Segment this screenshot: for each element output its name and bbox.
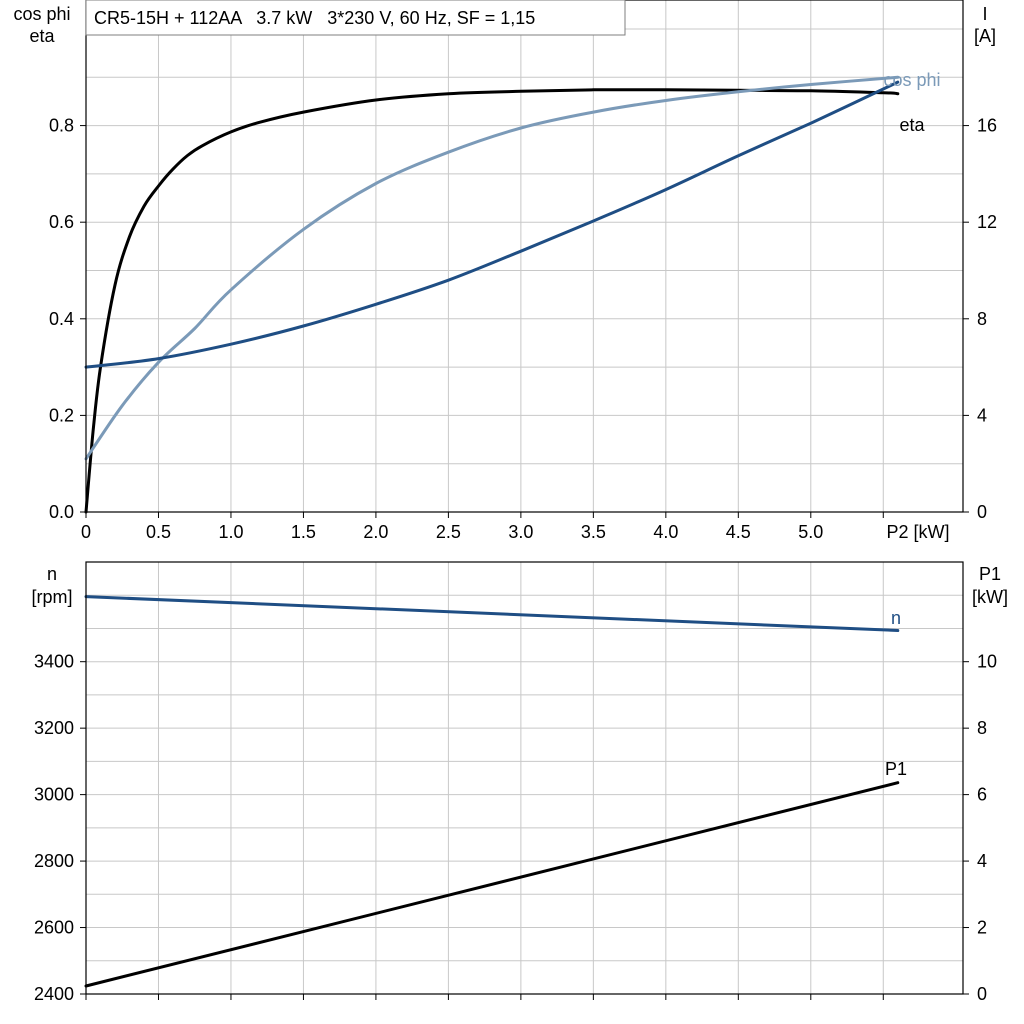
y-left-tick-label: 0.8 (49, 116, 74, 136)
bottom-right-axis-label: P1 [kW] (972, 564, 1008, 607)
left-axis-label-cosphi: cos phi (13, 4, 70, 24)
y-right-tick-label: 6 (977, 785, 987, 805)
right-axis-label-i: I (982, 4, 987, 24)
y-left-tick-label: 2400 (34, 984, 74, 1004)
y-right-tick-label: 10 (977, 652, 997, 672)
y-left-tick-label: 2800 (34, 851, 74, 871)
series-line-cos-phi (84, 75, 900, 461)
y-right-tick-label: 0 (977, 502, 987, 522)
x-tick-label: 2.0 (363, 522, 388, 542)
y-left-tick-label: 3400 (34, 652, 74, 672)
x-tick-label: 1.0 (218, 522, 243, 542)
left-axis-label-eta: eta (29, 26, 55, 46)
y-right-tick-label: 8 (977, 718, 987, 738)
x-tick-label: 0.5 (146, 522, 171, 542)
right-axis-label-ampere: [A] (974, 26, 996, 46)
x-tick-label: 4.5 (726, 522, 751, 542)
n-curve-label: n (891, 608, 901, 628)
chart-title-box: CR5-15H + 112AA 3.7 kW 3*230 V, 60 Hz, S… (85, 0, 626, 36)
top-panel-series (84, 75, 900, 514)
y-right-tick-label: 4 (977, 405, 987, 425)
top-panel-frame (85, 0, 964, 513)
y-left-tick-label: 0.6 (49, 212, 74, 232)
y-left-tick-label: 3000 (34, 785, 74, 805)
top-panel-grid (86, 0, 963, 512)
top-panel-ticks: 0 0.5 1.0 1.5 2.0 2.5 3.0 3.5 4.0 4.5 5.0 0.0 0.2 0.4… (49, 116, 997, 542)
x-tick-label: 4.0 (653, 522, 678, 542)
y-left-tick-label: 0.0 (49, 502, 74, 522)
top-left-axis-label: cos phi eta (13, 4, 70, 46)
y-right-tick-label: 2 (977, 918, 987, 938)
x-axis-label: P2 [kW] (886, 522, 949, 542)
x-tick-label: 2.5 (436, 522, 461, 542)
y-left-tick-label: 0.4 (49, 309, 74, 329)
left-axis-label-rpm: [rpm] (31, 587, 72, 607)
cosphi-curve-label: cos phi (883, 70, 940, 90)
y-left-tick-label: 3200 (34, 718, 74, 738)
chart-title: CR5-15H + 112AA 3.7 kW 3*230 V, 60 Hz, S… (94, 8, 535, 28)
y-left-tick-label: 2600 (34, 918, 74, 938)
bottom-panel-frame (85, 561, 964, 995)
y-right-tick-label: 12 (977, 212, 997, 232)
series-line-p1 (84, 781, 900, 988)
x-tick-label: 0 (81, 522, 91, 542)
bottom-left-axis-label: n [rpm] (31, 564, 72, 607)
x-tick-label: 3.0 (508, 522, 533, 542)
y-right-tick-label: 8 (977, 309, 987, 329)
y-right-tick-label: 4 (977, 851, 987, 871)
x-tick-label: 3.5 (581, 522, 606, 542)
right-axis-label-kw: [kW] (972, 587, 1008, 607)
top-right-axis-label: I [A] (974, 4, 996, 46)
series-line-n (84, 595, 900, 632)
series-line-eta (84, 88, 900, 514)
y-right-tick-label: 16 (977, 116, 997, 136)
y-left-tick-label: 0.2 (49, 405, 74, 425)
y-right-tick-label: 0 (977, 984, 987, 1004)
x-tick-label: 5.0 (798, 522, 823, 542)
right-axis-label-p1: P1 (979, 564, 1001, 584)
bottom-panel-ticks: 2400 2600 2800 3000 3200 3400 0 2 4 6 8 10 (34, 652, 997, 1004)
bottom-panel-grid (86, 562, 963, 994)
x-tick-label: 1.5 (291, 522, 316, 542)
p1-curve-label: P1 (885, 759, 907, 779)
series-line-i (84, 80, 900, 369)
bottom-panel-series (84, 595, 900, 988)
eta-curve-label: eta (899, 115, 925, 135)
left-axis-label-n: n (47, 564, 57, 584)
